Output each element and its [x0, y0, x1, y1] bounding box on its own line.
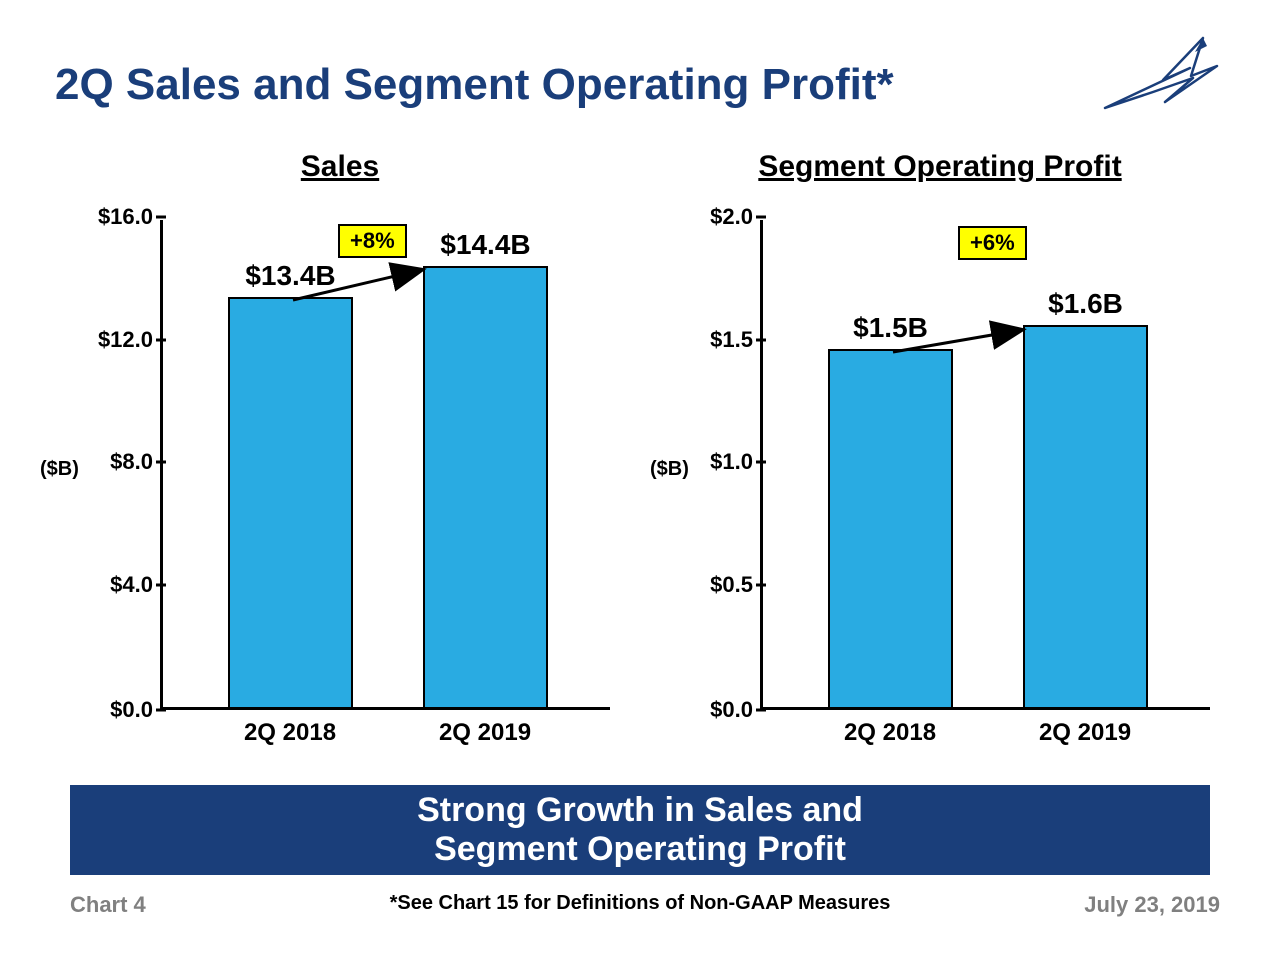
ytick: $0.0 — [683, 697, 753, 723]
ytick: $8.0 — [83, 449, 153, 475]
footer: Chart 4 *See Chart 15 for Definitions of… — [0, 892, 1280, 932]
sales-plot-area: $0.0 $4.0 $8.0 $12.0 $16.0 $13.4B $14.4B… — [160, 220, 610, 710]
ytick: $0.5 — [683, 572, 753, 598]
sales-chart: Sales ($B) $0.0 $4.0 $8.0 $12.0 $16.0 $1… — [40, 150, 640, 770]
charts-container: Sales ($B) $0.0 $4.0 $8.0 $12.0 $16.0 $1… — [40, 150, 1240, 770]
ytick: $0.0 — [83, 697, 153, 723]
sales-ylabel: ($B) — [40, 458, 79, 481]
sales-chart-title: Sales — [40, 150, 640, 184]
ytick: $12.0 — [83, 327, 153, 353]
sales-xlabel-0: 2Q 2018 — [244, 719, 336, 747]
profit-chart-title: Segment Operating Profit — [640, 150, 1240, 184]
sales-xlabel-1: 2Q 2019 — [439, 719, 531, 747]
profit-plot-area: $0.0 $0.5 $1.0 $1.5 $2.0 $1.5B $1.6B 2Q … — [760, 220, 1210, 710]
profit-xlabel-1: 2Q 2019 — [1039, 719, 1131, 747]
profit-xlabel-0: 2Q 2018 — [844, 719, 936, 747]
slide-title: 2Q Sales and Segment Operating Profit* — [55, 60, 894, 110]
company-star-logo — [1095, 30, 1235, 120]
ytick: $1.0 — [683, 449, 753, 475]
sales-arrow — [163, 220, 613, 710]
banner-line-2: Segment Operating Profit — [70, 830, 1210, 869]
profit-chart: Segment Operating Profit ($B) $0.0 $0.5 … — [640, 150, 1240, 770]
ytick: $1.5 — [683, 327, 753, 353]
summary-banner: Strong Growth in Sales and Segment Opera… — [70, 785, 1210, 875]
banner-line-1: Strong Growth in Sales and — [70, 791, 1210, 830]
profit-arrow — [763, 220, 1213, 710]
ytick: $16.0 — [83, 204, 153, 230]
footer-date: July 23, 2019 — [1084, 892, 1220, 918]
ytick: $4.0 — [83, 572, 153, 598]
ytick: $2.0 — [683, 204, 753, 230]
